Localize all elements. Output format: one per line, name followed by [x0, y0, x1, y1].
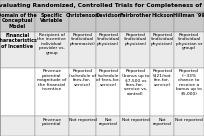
- Text: Hillman '99: Hillman '99: [173, 13, 204, 18]
- Bar: [151, 116, 174, 136]
- Text: Not
reported: Not reported: [99, 118, 118, 126]
- Text: Hickson: Hickson: [151, 13, 173, 18]
- Bar: [34, 116, 69, 136]
- Text: Reported
(individual
physician): Reported (individual physician): [151, 33, 174, 46]
- Text: Not
reported: Not reported: [153, 118, 172, 126]
- Bar: [120, 12, 151, 32]
- Text: Davidson: Davidson: [95, 13, 121, 18]
- Bar: [96, 116, 120, 136]
- Bar: [34, 68, 69, 116]
- Text: Reported
(individual
physician): Reported (individual physician): [96, 33, 120, 46]
- Text: Not reported: Not reported: [122, 118, 149, 122]
- Bar: [34, 32, 69, 68]
- Text: Reported
($21/not
fee-for-
service): Reported ($21/not fee-for- service): [152, 69, 172, 87]
- Bar: [0, 12, 34, 32]
- Text: Table 9. Evaluating Randomized, Controlled Trials for Completeness of Reporting: Table 9. Evaluating Randomized, Controll…: [0, 3, 204, 8]
- Text: Specific
Variable: Specific Variable: [40, 13, 63, 23]
- Text: Reported
(individual
pharmacist): Reported (individual pharmacist): [70, 33, 95, 46]
- Text: Reported
(schedule of
fees-for-
service): Reported (schedule of fees-for- service): [69, 69, 96, 87]
- Bar: [0, 0, 204, 12]
- Bar: [0, 68, 34, 116]
- Bar: [69, 32, 96, 68]
- Text: Revenue
potential
magnitude of
the financial
incentive: Revenue potential magnitude of the finan…: [37, 69, 67, 91]
- Text: Not reported: Not reported: [69, 118, 96, 122]
- Text: Reported
(schedule
of fees-for-
service): Reported (schedule of fees-for- service): [96, 69, 120, 87]
- Bar: [69, 12, 96, 32]
- Bar: [69, 68, 96, 116]
- Text: Fairbrother: Fairbrother: [120, 13, 151, 18]
- Bar: [69, 116, 96, 136]
- Bar: [120, 32, 151, 68]
- Text: Christenson: Christenson: [66, 13, 99, 18]
- Text: Reported
(individual
physician): Reported (individual physician): [124, 33, 147, 46]
- Bar: [174, 68, 204, 116]
- Bar: [96, 68, 120, 116]
- Text: Financial
Characteristics
of Incentive: Financial Characteristics of Incentive: [0, 33, 38, 49]
- Text: Domain of the
Conceptual
Model: Domain of the Conceptual Model: [0, 13, 37, 29]
- Bar: [151, 12, 174, 32]
- Bar: [120, 116, 151, 136]
- Text: Revenue
potential: Revenue potential: [42, 118, 62, 126]
- Bar: [0, 116, 34, 136]
- Bar: [151, 32, 174, 68]
- Text: Reported
(bonus up to
$7,500 vs
fees-for-
service vs.
control): Reported (bonus up to $7,500 vs fees-for…: [122, 69, 149, 96]
- Bar: [34, 12, 69, 32]
- Text: Recipient of
the incentive
individual
provider vs.
group: Recipient of the incentive individual pr…: [37, 33, 66, 55]
- Bar: [174, 32, 204, 68]
- Bar: [174, 116, 204, 136]
- Bar: [0, 32, 34, 68]
- Bar: [174, 12, 204, 32]
- Text: Not reported: Not reported: [175, 118, 203, 122]
- Bar: [96, 32, 120, 68]
- Bar: [120, 68, 151, 116]
- Bar: [96, 12, 120, 32]
- Text: Reported
(individual
physician or
group): Reported (individual physician or group): [176, 33, 202, 50]
- Text: Reported
(~33%
chance to
receive a
bonus up to
$5,000): Reported (~33% chance to receive a bonus…: [176, 69, 202, 96]
- Bar: [151, 68, 174, 116]
